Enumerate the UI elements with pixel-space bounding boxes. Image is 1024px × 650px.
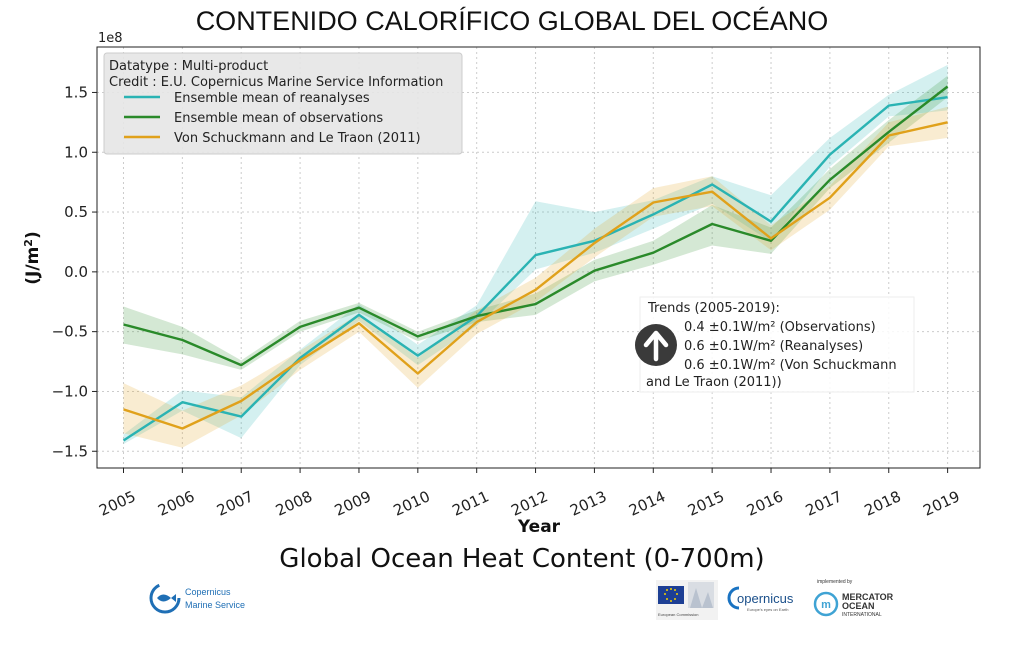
x-tick-label: 2011	[449, 487, 491, 519]
mercator-line1: MERCATOR	[842, 592, 894, 602]
x-tick-label: 2013	[567, 487, 609, 519]
x-tick-label: 2010	[391, 487, 433, 519]
y-tick-label: 0.0	[64, 263, 88, 281]
y-axis-label: (J/m2)	[22, 231, 44, 284]
grid	[97, 47, 980, 468]
eu-caption: European Commission	[658, 612, 698, 617]
cms-logo-line2: Marine Service	[185, 600, 245, 610]
band-series-1	[123, 75, 948, 370]
y-tick-label: −1.5	[52, 442, 88, 460]
mercator-implemented-by: implemented by	[817, 579, 853, 585]
trend-vst-line2: and Le Traon (2011))	[646, 375, 782, 390]
mercator-ocean-logo: implemented by m MERCATOR OCEAN INTERNAT…	[813, 579, 894, 618]
line-series-2	[123, 121, 948, 430]
trends-annotation: Trends (2005-2019): 0.4 ±0.1W/m² (Observ…	[635, 296, 915, 393]
legend-credit: Credit : E.U. Copernicus Marine Service …	[109, 75, 443, 90]
x-axis: 2005 2006 2007 2008 2009 2010 2011 2012 2013 2014…	[96, 468, 963, 520]
x-tick-label: 2017	[803, 487, 845, 519]
ocean-heat-chart: −1.5−1.0−0.50.00.51.01.5 2005 2006 2007 200…	[22, 31, 981, 537]
x-tick-label: 2006	[155, 487, 197, 519]
x-tick-label: 2016	[744, 487, 786, 519]
up-arrow-icon	[635, 324, 677, 366]
x-tick-label: 2012	[508, 487, 550, 519]
series-lines	[122, 85, 949, 442]
x-tick-label: 2018	[862, 487, 904, 519]
x-tick-label: 2009	[332, 487, 374, 519]
line-series-1	[123, 85, 949, 367]
y-tick-label: −1.0	[52, 382, 88, 400]
x-tick-label: 2005	[96, 487, 138, 519]
y-scale-label: 1e8	[98, 31, 123, 46]
y-axis: −1.5 −1.0 −0.5 0.0 0.5 1.0 1.5	[52, 83, 97, 460]
copernicus-logo: opernicus Europe's eyes on Earth	[727, 586, 794, 612]
x-tick-label: 2015	[685, 487, 727, 519]
y-tick-label: 1.5	[64, 83, 88, 101]
y-tick-label: −0.5	[52, 323, 88, 341]
line-series-0	[122, 96, 948, 442]
copernicus-tagline: Europe's eyes on Earth	[747, 607, 788, 612]
x-tick-label: 2014	[626, 487, 668, 519]
plot-frame	[96, 46, 981, 469]
mercator-line2: OCEAN	[842, 601, 875, 611]
copernicus-marine-logo: Copernicus Marine Service	[149, 582, 245, 614]
copernicus-wordmark: opernicus	[737, 591, 794, 606]
cms-logo-line1: Copernicus	[185, 587, 231, 597]
chart-subtitle: Global Ocean Heat Content (0-700m)	[279, 544, 765, 574]
x-tick-label: 2007	[214, 487, 256, 519]
trend-vst-line1: 0.6 ±0.1W/m² (Von Schuckmann	[684, 358, 897, 373]
legend-label-1: Ensemble mean of observations	[174, 111, 383, 126]
eu-stars-icon	[664, 588, 678, 602]
legend-label-2: Von Schuckmann and Le Traon (2011)	[174, 131, 421, 146]
x-tick-label: 2008	[273, 487, 315, 519]
svg-text:m: m	[821, 599, 831, 611]
y-tick-label: 1.0	[64, 143, 88, 161]
x-axis-label: Year	[517, 517, 561, 537]
y-tick-label: 0.5	[64, 203, 88, 221]
page-title: CONTENIDO CALORÍFICO GLOBAL DEL OCÉANO	[195, 6, 829, 36]
x-tick-label: 2019	[920, 487, 962, 519]
band-series-2	[123, 106, 948, 448]
trend-reanalyses: 0.6 ±0.1W/m² (Reanalyses)	[684, 339, 863, 354]
mercator-line3: INTERNATIONAL	[842, 612, 882, 618]
trend-observations: 0.4 ±0.1W/m² (Observations)	[684, 320, 876, 335]
european-commission-logo: European Commission	[656, 580, 718, 620]
legend-label-0: Ensemble mean of reanalyses	[174, 91, 370, 106]
legend-datatype: Datatype : Multi-product	[109, 59, 268, 74]
legend: Datatype : Multi-product Credit : E.U. C…	[103, 52, 463, 155]
trends-heading: Trends (2005-2019):	[647, 301, 780, 316]
